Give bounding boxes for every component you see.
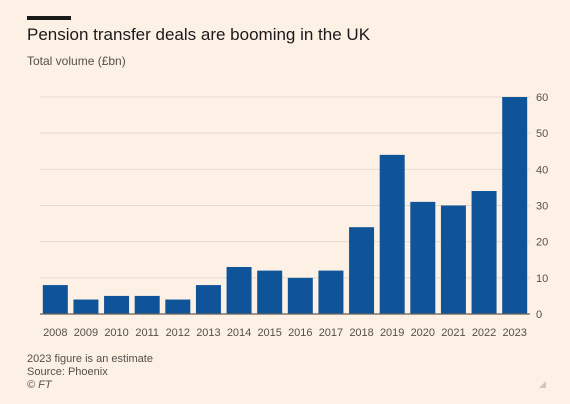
credit: © FT: [27, 379, 52, 391]
x-tick-label: 2021: [441, 327, 465, 339]
x-tick-label: 2009: [74, 327, 98, 339]
y-tick-label: 50: [536, 128, 548, 140]
chart-footer: 2023 figure is an estimate Source: Phoen…: [27, 353, 153, 392]
x-tick-label: 2015: [257, 327, 281, 339]
x-tick-label: 2022: [472, 327, 496, 339]
y-tick-label: 60: [536, 92, 548, 104]
y-tick-label: 30: [536, 201, 548, 213]
chart-title: Pension transfer deals are booming in th…: [27, 25, 371, 44]
bar-2014: [226, 266, 252, 314]
bar-2018: [349, 227, 375, 314]
resize-handle-icon: [539, 381, 546, 388]
bar-2013: [195, 285, 221, 314]
x-tick-label: 2011: [135, 327, 159, 339]
y-tick-label: 40: [536, 164, 548, 176]
y-tick-label: 0: [536, 309, 542, 321]
bar-2012: [165, 299, 191, 314]
source-note: Source: Phoenix: [27, 366, 108, 378]
x-tick-label: 2008: [43, 327, 67, 339]
x-tick-label: 2012: [166, 327, 190, 339]
bar-2011: [134, 295, 160, 314]
y-tick-label: 20: [536, 237, 548, 249]
bar-2022: [471, 191, 497, 314]
x-tick-label: 2018: [349, 327, 373, 339]
x-tick-label: 2020: [411, 327, 435, 339]
bar-2020: [410, 201, 436, 314]
x-tick-label: 2019: [380, 327, 404, 339]
x-tick-label: 2013: [196, 327, 220, 339]
y-tick-label: 10: [536, 273, 548, 285]
x-tick-label: 2010: [104, 327, 128, 339]
x-tick-label: 2014: [227, 327, 251, 339]
bar-2017: [318, 270, 344, 314]
bar-2015: [257, 270, 283, 314]
bar-2010: [104, 295, 130, 314]
brand-rule: [27, 16, 71, 20]
bar-2021: [440, 205, 466, 314]
x-tick-label: 2023: [502, 327, 526, 339]
x-tick-label: 2017: [319, 327, 343, 339]
x-tick-label: 2016: [288, 327, 312, 339]
chart-subtitle: Total volume (£bn): [27, 54, 126, 68]
footnote: 2023 figure is an estimate: [27, 353, 153, 365]
bar-2019: [379, 154, 405, 314]
bar-2009: [73, 299, 99, 314]
bar-2023: [502, 97, 528, 314]
bar-2016: [287, 277, 313, 314]
bar-2008: [42, 285, 68, 314]
